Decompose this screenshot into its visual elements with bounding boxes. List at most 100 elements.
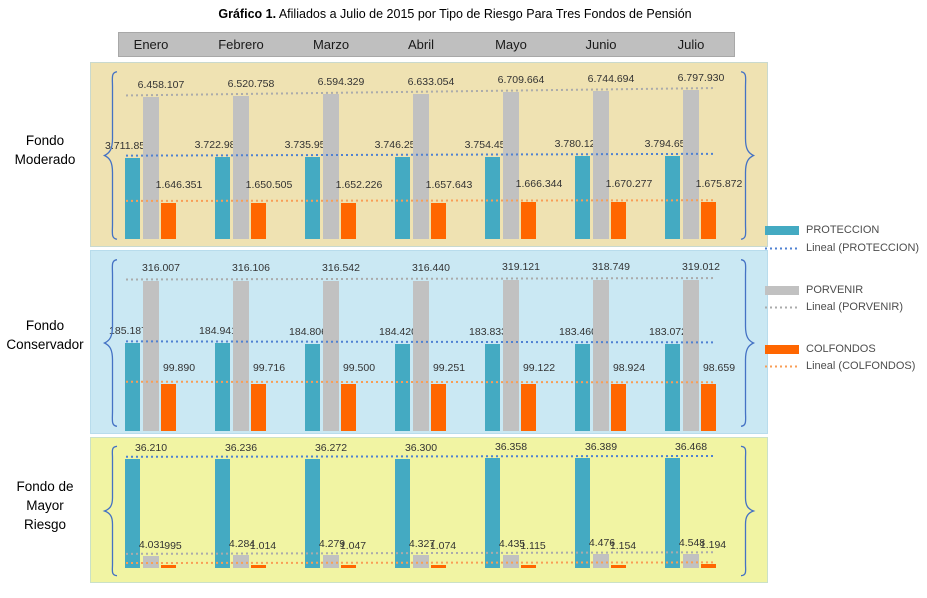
bar-porvenir-julio — [683, 280, 699, 431]
legend-label: Lineal (PROTECCION) — [806, 242, 920, 254]
legend: PROTECCION Lineal (PROTECCION) PORVENIR Lin… — [765, 222, 927, 382]
month-label-abril: Abril — [407, 37, 435, 52]
month-label-marzo: Marzo — [312, 37, 350, 52]
bar-colfondos-febrero — [251, 383, 266, 431]
bar-porvenir-mayo — [503, 280, 519, 431]
legend-item-colfondos: COLFONDOS — [765, 342, 876, 356]
panel-fondo-conservador: 185.187 184.941 184.806 184.420 183.833 183.4… — [90, 250, 768, 434]
bar-porvenir-enero — [143, 281, 159, 431]
value-label-proteccion-julio: 183.072 — [649, 326, 687, 339]
value-label-porvenir-julio: 319.012 — [682, 261, 720, 274]
legend-dotted-line-icon — [765, 306, 799, 308]
bar-colfondos-marzo — [341, 564, 356, 568]
value-label-colfondos-abril: 99.251 — [432, 362, 466, 375]
value-label-proteccion-abril: 184.420 — [379, 325, 417, 338]
value-label-porvenir-abril: 6.633.054 — [407, 75, 455, 88]
legend-dotted-line-icon — [765, 247, 799, 249]
fund-label-line: Moderado — [14, 152, 76, 167]
value-label-porvenir-junio: 4.476 — [588, 537, 616, 550]
value-label-proteccion-marzo: 36.272 — [314, 441, 348, 454]
bar-proteccion-abril — [395, 343, 410, 431]
brace-left-icon — [101, 445, 121, 577]
value-label-porvenir-marzo: 6.594.329 — [317, 76, 365, 89]
value-label-proteccion-mayo: 183.833 — [469, 326, 507, 338]
bar-proteccion-abril — [395, 458, 410, 568]
value-label-porvenir-julio: 6.797.930 — [677, 72, 725, 84]
value-label-porvenir-abril: 4.327 — [408, 537, 436, 550]
bar-porvenir-abril — [413, 554, 429, 568]
bar-colfondos-abril — [431, 564, 446, 568]
value-label-colfondos-mayo: 1.115 — [520, 539, 546, 552]
bar-proteccion-junio — [575, 156, 590, 239]
bar-colfondos-enero — [161, 383, 176, 431]
legend-swatch-proteccion — [765, 225, 799, 235]
month-label-febrero: Febrero — [218, 37, 264, 52]
bar-proteccion-julio — [665, 458, 680, 568]
value-label-colfondos-enero: 99.890 — [162, 361, 196, 374]
value-label-colfondos-julio: 98.659 — [702, 362, 736, 375]
month-label-enero: Enero — [133, 37, 169, 52]
trendline-porvenir — [125, 277, 717, 281]
value-label-proteccion-febrero: 3.722.983 — [194, 139, 242, 152]
month-label-junio: Junio — [585, 37, 617, 52]
bar-porvenir-enero — [143, 555, 159, 568]
fund-label-fondo-de-mayor-riesgo: Fondo de Mayor Riesgo — [0, 477, 90, 534]
bar-proteccion-marzo — [305, 157, 320, 239]
value-label-colfondos-julio: 1.675.872 — [695, 178, 743, 191]
month-label-mayo: Mayo — [495, 37, 527, 52]
legend-label: COLFONDOS — [806, 343, 876, 355]
value-label-porvenir-julio: 4.548 — [678, 537, 706, 550]
legend-item-lineal-colfondos: Lineal (COLFONDOS) — [765, 359, 915, 373]
bar-porvenir-marzo — [323, 94, 339, 239]
bar-porvenir-mayo — [503, 91, 519, 239]
legend-label: Lineal (COLFONDOS) — [806, 360, 916, 372]
legend-item-proteccion: PROTECCION — [765, 223, 879, 237]
value-label-proteccion-mayo: 3.754.457 — [464, 138, 512, 151]
value-label-porvenir-febrero: 316.106 — [232, 262, 270, 275]
bar-colfondos-junio — [611, 564, 626, 568]
value-label-proteccion-febrero: 184.941 — [199, 325, 237, 338]
fund-label-line: Fondo de — [16, 478, 74, 494]
legend-label: PROTECCION — [806, 224, 880, 236]
bar-porvenir-junio — [593, 554, 609, 568]
value-label-porvenir-febrero: 6.520.758 — [227, 78, 275, 91]
bar-porvenir-marzo — [323, 281, 339, 431]
bar-porvenir-marzo — [323, 555, 339, 568]
bar-porvenir-junio — [593, 91, 609, 239]
bar-proteccion-enero — [125, 343, 140, 431]
legend-item-lineal-proteccion: Lineal (PROTECCION) — [765, 241, 919, 255]
bar-colfondos-mayo — [521, 564, 536, 568]
bar-proteccion-mayo — [485, 344, 500, 431]
value-label-colfondos-julio: 1.194 — [699, 539, 727, 552]
legend-item-lineal-porvenir: Lineal (PORVENIR) — [765, 300, 903, 314]
bar-colfondos-febrero — [251, 202, 266, 239]
value-label-proteccion-abril: 3.746.258 — [374, 138, 422, 151]
value-label-colfondos-abril: 1.657.643 — [425, 178, 473, 191]
value-label-proteccion-junio: 36.389 — [584, 441, 618, 454]
chart-title: Gráfico 1. Afiliados a Julio de 2015 por… — [0, 7, 910, 21]
fund-label-fondo-conservador: Fondo Conservador — [0, 316, 90, 354]
value-label-porvenir-enero: 316.007 — [142, 262, 180, 275]
value-label-porvenir-enero: 4.031 — [138, 538, 166, 551]
value-label-proteccion-junio: 3.780.123 — [554, 138, 602, 151]
bar-proteccion-marzo — [305, 458, 320, 568]
legend-swatch-colfondos — [765, 344, 799, 354]
value-label-proteccion-junio: 183.460 — [559, 326, 597, 339]
bar-colfondos-marzo — [341, 383, 356, 431]
value-label-porvenir-marzo: 4.279 — [318, 538, 346, 551]
bar-proteccion-julio — [665, 344, 680, 431]
bar-porvenir-julio — [683, 90, 699, 239]
bar-colfondos-marzo — [341, 202, 356, 239]
brace-left-icon — [101, 70, 121, 241]
value-label-porvenir-marzo: 316.542 — [322, 262, 360, 275]
brace-right-icon — [737, 445, 757, 577]
value-label-colfondos-marzo: 1.652.226 — [335, 178, 383, 191]
value-label-colfondos-enero: 1.646.351 — [155, 178, 203, 191]
bar-porvenir-enero — [143, 97, 159, 239]
bar-colfondos-abril — [431, 384, 446, 431]
legend-item-porvenir: PORVENIR — [765, 283, 863, 297]
bar-proteccion-enero — [125, 157, 140, 239]
brace-left-icon — [101, 258, 121, 428]
value-label-colfondos-mayo: 1.666.344 — [515, 178, 563, 191]
